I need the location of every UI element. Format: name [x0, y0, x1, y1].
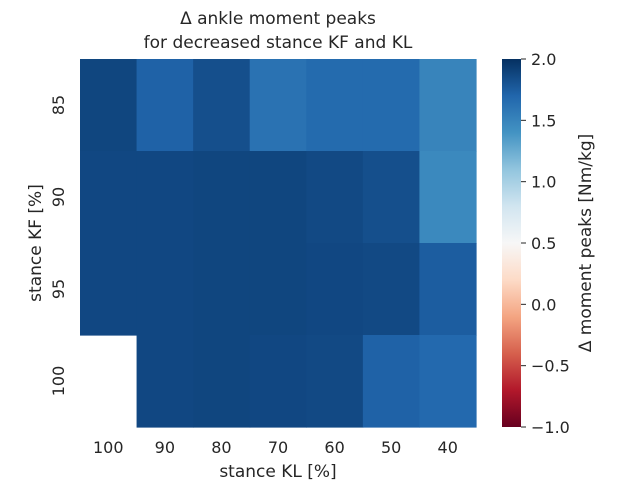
- colorbar-tick-label: 2.0: [531, 50, 556, 69]
- x-tick-label: 90: [155, 438, 175, 457]
- x-tick-label: 60: [324, 438, 344, 457]
- colorbar-tick-label: 0.0: [531, 295, 556, 314]
- colorbar-label: Δ moment peaks [Nm/kg]: [576, 134, 596, 353]
- heatmap-cell: [419, 151, 477, 244]
- y-tick-labels: 85 90 95 100: [49, 95, 68, 396]
- y-tick-label: 95: [49, 279, 68, 299]
- heatmap-cell: [136, 243, 194, 336]
- heatmap-cell: [306, 59, 364, 152]
- y-tick-label: 85: [49, 95, 68, 115]
- heatmap-cell: [193, 59, 251, 152]
- colorbar-tick-label: −1.0: [531, 418, 570, 437]
- heatmap-cell: [249, 243, 307, 336]
- x-tick-label: 80: [211, 438, 231, 457]
- heatmap-cell: [193, 151, 251, 244]
- x-tick-label: 100: [93, 438, 124, 457]
- heatmap-cell: [249, 151, 307, 244]
- x-tick-label: 70: [268, 438, 288, 457]
- colorbar-tick-labels: −1.0 −0.5 0.0 0.5 1.0 1.5 2.0: [521, 50, 570, 437]
- heatmap-cell: [193, 243, 251, 336]
- heatmap-cell: [362, 151, 421, 244]
- chart-title-line1: Δ ankle moment peaks: [180, 9, 376, 29]
- heatmap-cell: [306, 243, 364, 336]
- heatmap-cell: [362, 335, 421, 428]
- y-axis-label: stance KF [%]: [26, 184, 46, 302]
- heatmap-cell: [306, 151, 364, 244]
- colorbar-tick-label: 0.5: [531, 234, 556, 253]
- heatmap-cell: [419, 335, 477, 428]
- x-tick-label: 40: [438, 438, 458, 457]
- colorbar-tick-label: 1.0: [531, 173, 556, 192]
- x-axis-label: stance KL [%]: [219, 462, 336, 480]
- heatmap-cell: [80, 59, 138, 152]
- x-tick-label: 50: [381, 438, 401, 457]
- y-tick-label: 90: [49, 187, 68, 207]
- heatmap-cell: [136, 335, 194, 428]
- heatmap-cell: [362, 59, 421, 152]
- heatmap-cell: [419, 59, 477, 152]
- colorbar: [502, 59, 521, 427]
- heatmap-cells: [80, 59, 477, 428]
- colorbar-tick-label: −0.5: [531, 357, 570, 376]
- heatmap-cell: [362, 243, 421, 336]
- x-tick-labels: 100 90 80 70 60 50 40: [93, 438, 458, 457]
- heatmap-cell: [80, 151, 138, 244]
- heatmap-cell: [136, 151, 194, 244]
- y-tick-label: 100: [49, 366, 68, 397]
- heatmap-cell: [80, 243, 138, 336]
- heatmap-cell: [419, 243, 477, 336]
- heatmap-cell: [306, 335, 364, 428]
- heatmap-cell: [249, 59, 307, 152]
- heatmap-cell: [136, 59, 194, 152]
- heatmap-cell: [249, 335, 307, 428]
- heatmap-cell: [193, 335, 251, 428]
- colorbar-tick-label: 1.5: [531, 111, 556, 130]
- chart-title-line2: for decreased stance KF and KL: [144, 33, 413, 53]
